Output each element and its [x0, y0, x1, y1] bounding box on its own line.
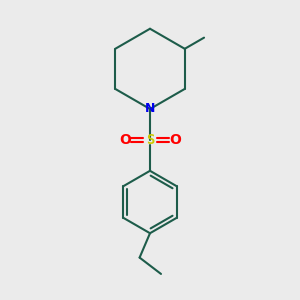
Text: O: O	[169, 133, 181, 147]
Text: O: O	[119, 133, 131, 147]
Text: N: N	[145, 103, 155, 116]
Text: S: S	[146, 133, 154, 147]
